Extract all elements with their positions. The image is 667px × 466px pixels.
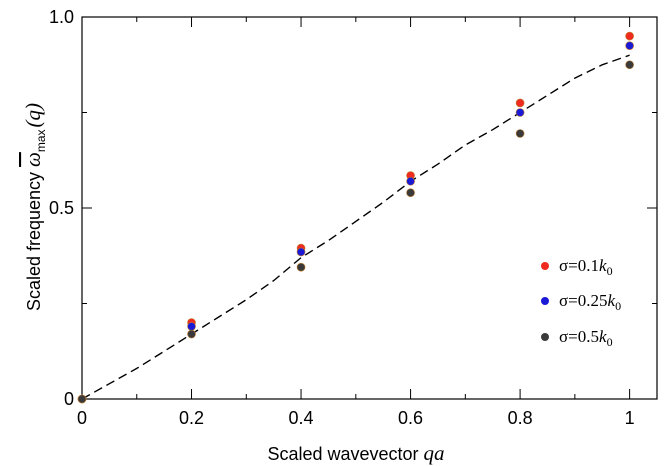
- legend-label: σ=0.5k0: [559, 327, 613, 349]
- legend: σ=0.1k0 σ=0.25k0 σ=0.5k0: [541, 256, 621, 349]
- data-point: [187, 329, 196, 339]
- legend-marker: [541, 333, 549, 341]
- legend-item: σ=0.1k0: [541, 256, 613, 278]
- data-point: [515, 108, 525, 117]
- x-axis-ticks: 0 0.2 0.4 0.6 0.8 1: [77, 17, 635, 428]
- legend-marker: [541, 297, 549, 305]
- data-point: [406, 188, 415, 198]
- legend-label: σ=0.25k0: [559, 291, 621, 313]
- data-point: [187, 322, 196, 331]
- legend-label: σ=0.1k0: [559, 256, 613, 278]
- x-tick-label: 0.6: [398, 408, 423, 428]
- x-tick-label: 0.8: [508, 408, 533, 428]
- y-axis-title: Scaled frequencyωmax(q): [21, 103, 48, 311]
- series-2: [77, 41, 634, 404]
- data-point: [515, 129, 525, 138]
- data-point: [515, 98, 525, 108]
- y-axis-ticks: 0 0.5 1.0: [49, 7, 657, 409]
- data-point: [406, 176, 415, 186]
- x-tick-label: 0.2: [179, 408, 204, 428]
- x-tick-label: 0: [77, 408, 87, 428]
- x-axis-title: Scaled wavevector qa: [267, 441, 444, 465]
- x-tick-label: 1: [625, 408, 635, 428]
- data-point: [77, 394, 87, 404]
- data-point: [625, 60, 634, 70]
- legend-marker: [541, 262, 549, 270]
- y-tick-label: 1.0: [49, 7, 74, 27]
- dashed-line: [81, 54, 630, 400]
- legend-item: σ=0.5k0: [541, 327, 613, 349]
- data-point: [296, 247, 306, 257]
- data-point: [296, 262, 306, 272]
- data-points: [77, 31, 634, 404]
- x-tick-label: 0.4: [289, 408, 314, 428]
- y-tick-label: 0: [64, 389, 74, 409]
- dashed-reference-line: [81, 54, 630, 400]
- y-tick-label: 0.5: [49, 198, 74, 218]
- data-point: [625, 31, 634, 41]
- series-3: [77, 60, 634, 404]
- series-1: [77, 31, 634, 404]
- data-point: [625, 41, 634, 50]
- legend-item: σ=0.25k0: [541, 291, 621, 313]
